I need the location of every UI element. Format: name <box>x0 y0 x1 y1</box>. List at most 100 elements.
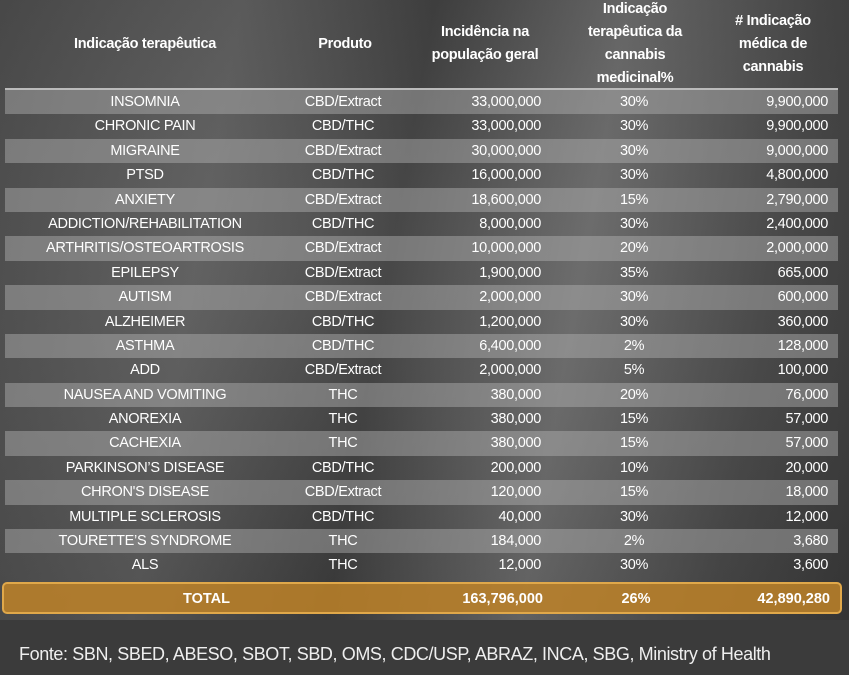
cell-count: 4,800,000 <box>766 167 828 184</box>
header-divider <box>5 88 838 90</box>
cell-percent: 2% <box>623 337 645 354</box>
cell-incidence: 12,000 <box>498 557 541 574</box>
cell-count: 20,000 <box>785 459 828 476</box>
cell-percent: 15% <box>619 435 649 452</box>
cell-incidence: 2,000,000 <box>479 362 541 379</box>
cell-indication: ANOREXIA <box>108 411 182 428</box>
table-body: INSOMNIA CBD/Extract 33,000,000 30% 9,900,00… <box>5 90 838 578</box>
cell-percent: 35% <box>619 264 649 281</box>
cell-incidence: 1,900,000 <box>479 264 541 281</box>
cell-indication: PTSD <box>126 167 164 184</box>
cell-incidence: 1,200,000 <box>479 313 541 330</box>
source-note: Fonte: SBN, SBED, ABESO, SBOT, SBD, OMS,… <box>19 644 771 664</box>
cell-incidence: 30,000,000 <box>471 142 541 159</box>
cell-product: CBD/Extract <box>304 94 382 110</box>
cell-percent: 20% <box>619 240 649 257</box>
cell-incidence: 380,000 <box>490 386 542 403</box>
cell-incidence: 380,000 <box>490 411 542 428</box>
total-percent: 26% <box>621 591 651 607</box>
cell-count: 665,000 <box>777 264 829 281</box>
cell-incidence: 2,000,000 <box>479 289 541 306</box>
cell-product: CBD/THC <box>311 215 375 232</box>
table-row: AUTISM CBD/Extract 2,000,000 30% 600,000 <box>5 285 838 310</box>
cell-incidence: 33,000,000 <box>471 118 541 135</box>
cell-count: 128,000 <box>777 337 829 354</box>
table-row: PARKINSON’S DISEASE CBD/THC 200,000 10% 20,0… <box>5 456 838 480</box>
cell-count: 360,000 <box>777 313 829 330</box>
cell-incidence: 10,000,000 <box>471 240 541 257</box>
header-indication: Indicação terapêutica <box>74 35 216 52</box>
cell-product: THC <box>328 557 358 574</box>
cell-incidence: 380,000 <box>490 435 542 452</box>
header-product: Produto <box>318 35 372 52</box>
cell-count: 3,680 <box>793 533 828 550</box>
cell-indication: MIGRAINE <box>110 142 180 159</box>
table-row: ADD CBD/Extract 2,000,000 5% 100,000 <box>5 358 838 382</box>
cell-indication: MULTIPLE SCLEROSIS <box>69 508 221 525</box>
cell-product: THC <box>328 533 358 550</box>
header-percent: Indicação terapêutica da cannabis medici… <box>587 1 683 86</box>
cell-count: 9,900,000 <box>766 94 828 110</box>
cell-indication: ADD <box>130 362 160 379</box>
cell-product: CBD/THC <box>311 337 375 354</box>
total-incidence: 163,796,000 <box>462 591 543 607</box>
cell-percent: 15% <box>619 484 649 501</box>
cell-indication: CHRONIC PAIN <box>94 118 196 135</box>
cell-percent: 15% <box>619 191 649 208</box>
cell-indication: ASTHMA <box>115 337 175 354</box>
cell-percent: 2% <box>623 533 645 550</box>
cell-indication: INSOMNIA <box>110 94 180 110</box>
cell-incidence: 40,000 <box>498 508 541 525</box>
cell-indication: ARTHRITIS/OSTEOARTROSIS <box>45 240 244 257</box>
total-row: TOTAL 163,796,000 26% 42,890,280 <box>2 582 842 614</box>
table-row: ADDICTION/REHABILITATION CBD/THC 8,000,000… <box>5 212 838 236</box>
cell-product: THC <box>328 386 358 403</box>
cell-percent: 20% <box>619 386 649 403</box>
cell-count: 12,000 <box>785 508 828 525</box>
cell-percent: 30% <box>619 215 649 232</box>
cell-count: 57,000 <box>785 411 828 428</box>
cell-indication: AUTISM <box>118 289 172 306</box>
header-count: # Indicação médica de cannabis <box>735 12 811 75</box>
cell-indication: ALZHEIMER <box>104 313 186 330</box>
cell-count: 100,000 <box>777 362 829 379</box>
cell-product: CBD/THC <box>311 508 375 525</box>
cell-product: CBD/Extract <box>304 191 382 208</box>
cell-count: 18,000 <box>785 484 828 501</box>
cell-indication: PARKINSON’S DISEASE <box>65 459 225 476</box>
cell-percent: 30% <box>619 508 649 525</box>
footer-band <box>0 620 849 675</box>
table-row: ANOREXIA THC 380,000 15% 57,000 <box>5 407 838 431</box>
table-row: ASTHMA CBD/THC 6,400,000 2% 128,000 <box>5 333 838 359</box>
cell-product: CBD/Extract <box>304 264 382 281</box>
cell-count: 3,600 <box>793 557 828 574</box>
cell-product: CBD/Extract <box>304 484 382 501</box>
cell-indication: ADDICTION/REHABILITATION <box>48 215 242 232</box>
cell-incidence: 8,000,000 <box>479 215 541 232</box>
cell-incidence: 33,000,000 <box>471 94 541 110</box>
total-label: TOTAL <box>183 591 230 607</box>
cell-indication: EPILEPSY <box>111 264 179 281</box>
cell-product: CBD/Extract <box>304 240 382 257</box>
table-row: ALS THC 12,000 30% 3,600 <box>5 553 838 577</box>
cell-product: CBD/THC <box>311 167 375 184</box>
table-row: NAUSEA AND VOMITING THC 380,000 20% 76,000 <box>5 382 838 408</box>
table-row: CACHEXIA THC 380,000 15% 57,000 <box>5 431 838 456</box>
cell-count: 2,790,000 <box>766 191 828 208</box>
cell-incidence: 6,400,000 <box>479 337 541 354</box>
cell-indication: NAUSEA AND VOMITING <box>63 386 227 403</box>
cell-percent: 30% <box>619 313 649 330</box>
cell-incidence: 184,000 <box>490 533 542 550</box>
cell-count: 2,400,000 <box>766 215 828 232</box>
table-row: PTSD CBD/THC 16,000,000 30% 4,800,000 <box>5 163 838 187</box>
cell-incidence: 18,600,000 <box>471 191 541 208</box>
cell-product: CBD/Extract <box>304 142 382 159</box>
cell-count: 9,900,000 <box>766 118 828 135</box>
cell-count: 57,000 <box>785 435 828 452</box>
table-row: ANXIETY CBD/Extract 18,600,000 15% 2,790,000 <box>5 187 838 212</box>
cell-percent: 30% <box>619 557 649 574</box>
cell-count: 600,000 <box>777 289 829 306</box>
cell-percent: 30% <box>619 118 649 135</box>
table-row: CHRONIC PAIN CBD/THC 33,000,000 30% 9,900,00… <box>5 114 838 138</box>
cell-percent: 30% <box>619 94 649 110</box>
